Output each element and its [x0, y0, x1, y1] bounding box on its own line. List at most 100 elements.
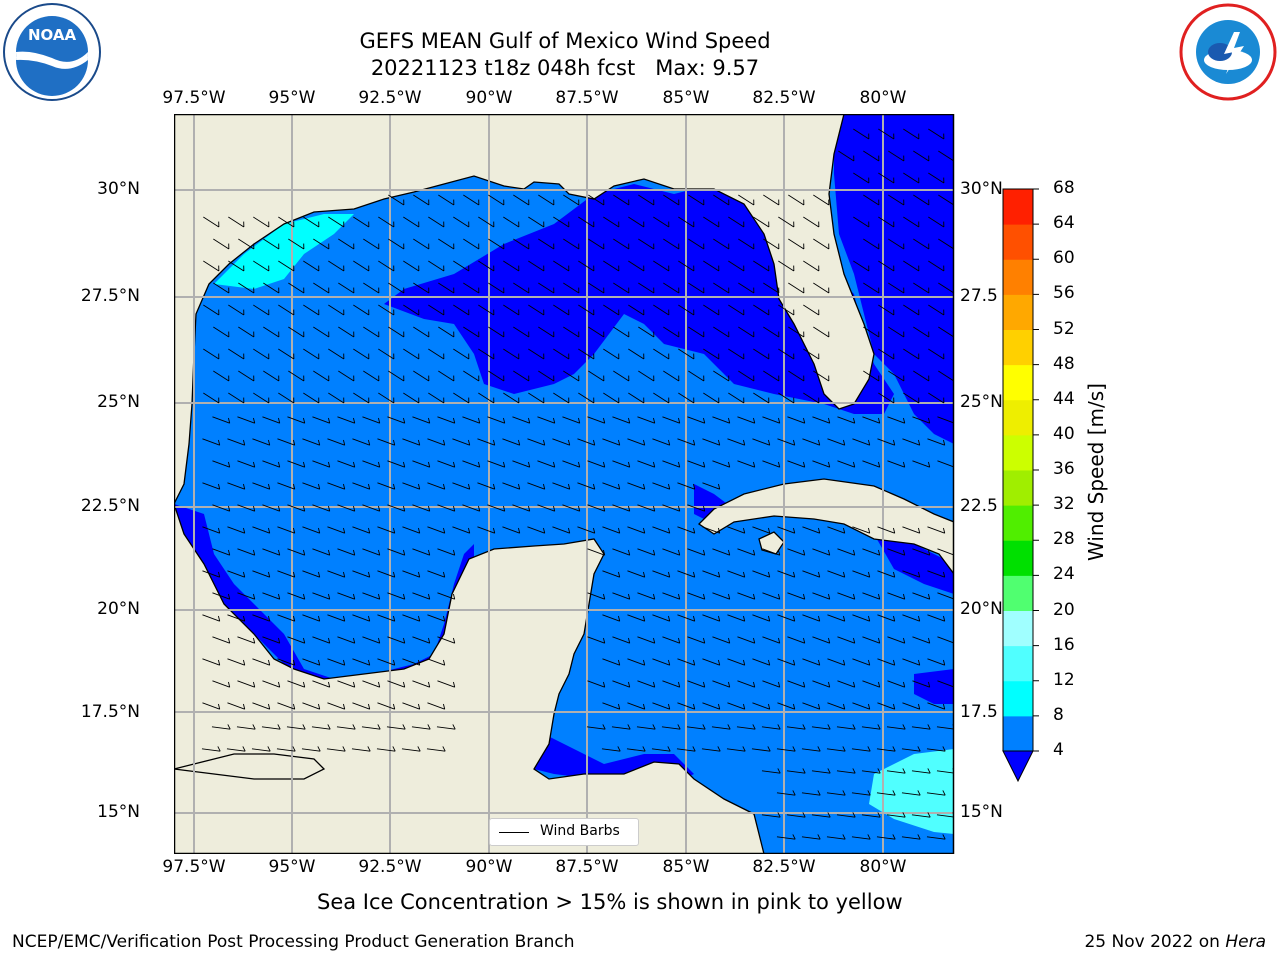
wind-barb [228, 216, 245, 228]
wind-barb [588, 238, 605, 250]
wind-barb [887, 592, 906, 600]
wind-barb [537, 504, 556, 512]
wind-barb [553, 216, 570, 228]
wind-barb [353, 304, 370, 316]
wind-barb [803, 216, 820, 228]
wind-barb [688, 282, 705, 294]
wind-barb [603, 304, 620, 316]
wind-barb [403, 392, 420, 404]
wind-barb [302, 658, 321, 666]
wind-barb [238, 326, 255, 338]
wind-barb [761, 724, 781, 730]
wind-barb [462, 504, 481, 512]
wind-barb [262, 592, 281, 600]
wind-barb [703, 260, 720, 272]
wind-barb [538, 194, 555, 206]
wind-barb [812, 680, 831, 688]
wind-barb [427, 614, 446, 622]
wind-barb [378, 216, 395, 228]
wind-barb [662, 636, 681, 644]
wind-barb [628, 348, 645, 360]
wind-barb [613, 194, 630, 206]
wind-barb [661, 724, 681, 730]
lon-label-bottom: 85°W [662, 857, 710, 877]
wind-barb [627, 526, 646, 534]
wind-barb [513, 370, 530, 382]
wind-barb [302, 702, 321, 710]
wind-barb [202, 482, 221, 490]
wind-barb [363, 370, 380, 382]
chart-title: GEFS MEAN Gulf of Mexico Wind Speed [359, 29, 771, 53]
wind-barb [862, 416, 881, 424]
wind-barb [701, 746, 721, 752]
wind-barb [402, 438, 421, 446]
wind-barb [302, 526, 321, 534]
colorbar-extend-arrow [1002, 750, 1034, 783]
wind-barb [288, 326, 305, 338]
wind-barb [653, 216, 670, 228]
wind-barb [261, 724, 281, 730]
wind-barb [313, 238, 330, 250]
wind-barb [528, 304, 545, 316]
wind-barb [552, 526, 571, 534]
wind-barb [626, 746, 646, 752]
wind-barb [687, 416, 706, 424]
wind-barb [252, 438, 271, 446]
wind-barb [926, 790, 946, 796]
wind-barb [503, 260, 520, 272]
wind-barb [488, 326, 505, 338]
wind-barb [377, 658, 396, 666]
wind-barb [213, 326, 230, 338]
wind-barb [353, 392, 370, 404]
wind-barb [452, 526, 471, 534]
wind-barb [587, 460, 606, 468]
wind-barb [927, 526, 946, 534]
wind-barb [788, 194, 805, 206]
wind-barb [902, 702, 921, 710]
wind-barb [677, 438, 696, 446]
wind-barb [827, 614, 846, 622]
wind-barb [853, 128, 870, 140]
wind-barb [863, 370, 880, 382]
colorbar-cell [1003, 680, 1033, 717]
wind-barb [912, 592, 931, 600]
colorbar-tick-label: 44 [1053, 388, 1075, 409]
wind-barb [702, 526, 721, 534]
wind-barb [438, 282, 455, 294]
wind-barb [538, 370, 555, 382]
wind-barb [878, 172, 895, 184]
wind-barb [377, 702, 396, 710]
wind-barb [338, 370, 355, 382]
wind-barb [513, 238, 530, 250]
wind-barb [437, 416, 456, 424]
wind-barb [763, 370, 780, 382]
wind-barb [602, 438, 621, 446]
wind-barb [236, 724, 256, 730]
wind-barb [362, 416, 381, 424]
colorbar-cell [1003, 470, 1033, 506]
wind-barb [762, 592, 781, 600]
wind-level-8-12 [214, 214, 354, 289]
wind-barb [653, 260, 670, 272]
wind-barb [913, 370, 930, 382]
wind-barb [562, 460, 581, 468]
wind-barb [327, 482, 346, 490]
wind-barb [412, 592, 431, 600]
wind-barb [852, 702, 871, 710]
wind-barb [753, 304, 770, 316]
colorbar-cell [1003, 540, 1033, 576]
wind-barb [651, 746, 671, 752]
wind-barb [928, 216, 945, 228]
wind-barb [203, 348, 220, 360]
wind-barb [787, 548, 806, 556]
wind-barb [413, 282, 430, 294]
wind-barb [627, 570, 646, 578]
wind-barb [812, 460, 831, 468]
wind-barb [887, 416, 906, 424]
wind-barb [212, 592, 231, 600]
wind-barb [213, 282, 230, 294]
colorbar-cell [1003, 399, 1033, 436]
wind-barb [412, 460, 431, 468]
wind-barb [202, 702, 221, 710]
wind-barb [738, 370, 755, 382]
